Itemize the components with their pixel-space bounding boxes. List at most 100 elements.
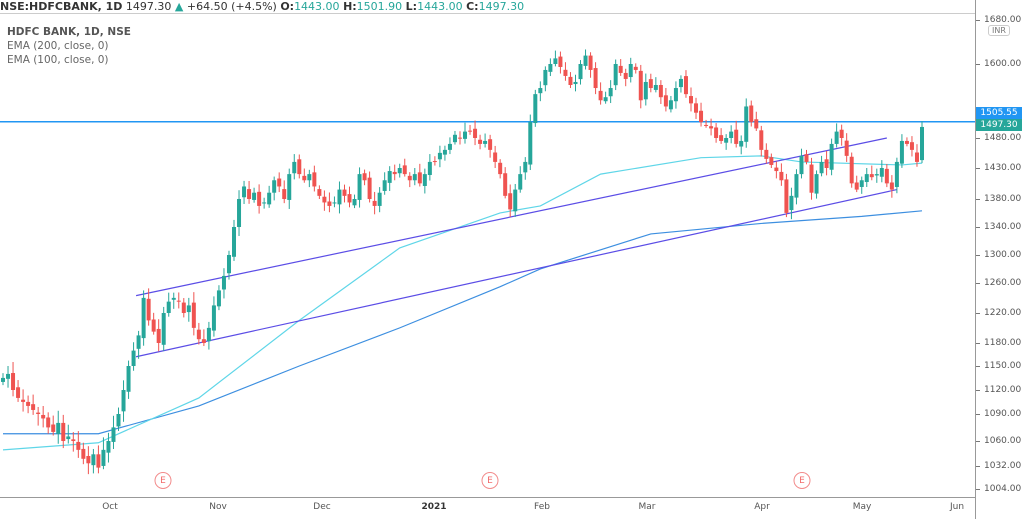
candle-body (121, 390, 126, 412)
y-tick-label: 1680.00 (984, 15, 1022, 25)
y-tick-mark (976, 489, 980, 490)
candle-body (26, 401, 31, 406)
candle-body (196, 329, 201, 340)
candle-body (126, 366, 131, 392)
y-tick-label: 1340.00 (984, 222, 1022, 232)
candle-body (493, 152, 498, 162)
legend-ema-100[interactable]: EMA (100, close, 0) (7, 54, 109, 66)
y-tick-label: 1060.00 (984, 436, 1022, 446)
candle-body (608, 88, 613, 97)
candle-body (548, 64, 553, 72)
candle-body (257, 191, 262, 206)
candle-body (317, 189, 322, 196)
candle-body (151, 319, 156, 332)
candle-body (653, 84, 658, 90)
candle-body (754, 119, 759, 129)
x-tick-label: Nov (209, 502, 227, 512)
candle-body (553, 58, 558, 64)
candle-body (518, 174, 523, 190)
candle-body (56, 422, 61, 434)
candle-body (252, 192, 257, 200)
candle-body (694, 103, 699, 113)
candle-body (473, 128, 478, 138)
candle-body (382, 180, 387, 191)
candle-body (779, 171, 784, 181)
legend-title[interactable]: HDFC BANK, 1D, NSE (7, 26, 131, 38)
candle-body (543, 69, 548, 86)
candle-body (683, 76, 688, 95)
candle-body (839, 129, 844, 138)
x-tick-label: Apr (754, 502, 770, 512)
candle-body (834, 131, 839, 144)
candle-body (920, 126, 924, 161)
candle-body (628, 64, 633, 78)
ema-200-line (3, 210, 923, 435)
y-tick-label: 1150.00 (984, 361, 1022, 371)
candle-body (909, 142, 914, 150)
candle-body (427, 161, 432, 175)
symbol-label: NSE:HDFCBANK, 1D (0, 0, 123, 13)
candle-body (874, 174, 879, 176)
candle-body (904, 140, 909, 144)
candle-body (362, 173, 367, 181)
candle-body (583, 55, 588, 66)
candle-body (688, 96, 693, 104)
candle-body (759, 130, 764, 150)
candle-body (11, 373, 16, 390)
candle-body (894, 161, 899, 187)
candle-body (714, 127, 719, 138)
candle-body (457, 137, 462, 139)
candle-body (678, 78, 683, 88)
candle-body (372, 200, 377, 206)
candle-body (81, 448, 86, 459)
candle-body (101, 449, 106, 466)
y-tick-label: 1220.00 (984, 308, 1022, 318)
candle-body (819, 161, 824, 174)
candle-body (673, 88, 678, 102)
y-tick-mark (976, 343, 980, 344)
candle-body (327, 201, 332, 206)
x-tick-label: May (852, 502, 872, 512)
candle-body (237, 199, 242, 227)
last-price-label: 1497.30 (976, 119, 1022, 131)
candle-body (859, 180, 864, 187)
candle-body (508, 193, 513, 210)
candle-body (488, 139, 493, 150)
candle-body (789, 195, 794, 211)
candle-body (347, 194, 352, 203)
ema-100-line (2, 155, 923, 451)
legend-ema-200[interactable]: EMA (200, close, 0) (7, 40, 109, 52)
chart-legend: HDFC BANK, 1D, NSE EMA (200, close, 0) E… (7, 25, 131, 67)
candle-body (357, 174, 362, 200)
high-label: H: (343, 0, 357, 13)
candle-body (442, 149, 447, 155)
candle-body (513, 189, 518, 212)
candle-body (417, 172, 422, 184)
candle-body (106, 441, 111, 453)
candle-body (402, 165, 407, 175)
chart-pane[interactable] (0, 13, 975, 498)
candle-body (141, 297, 146, 339)
candle-body (21, 399, 26, 402)
earnings-marker[interactable]: E (793, 472, 811, 489)
candle-body (668, 100, 673, 110)
y-tick-label: 1032.00 (984, 461, 1022, 471)
candle-body (749, 105, 754, 123)
candle-body (899, 140, 904, 164)
candle-body (352, 199, 357, 206)
candle-body (216, 290, 221, 307)
candle-body (734, 129, 739, 144)
candle-body (814, 174, 819, 194)
candle-body (412, 174, 417, 181)
currency-label[interactable]: INR (988, 25, 1010, 36)
candle-body (111, 427, 116, 442)
candle-body (322, 196, 327, 203)
y-tick-mark (976, 20, 980, 21)
candle-body (176, 300, 181, 302)
candle-body (422, 174, 427, 186)
earnings-marker[interactable]: E (481, 472, 499, 489)
open-value: 1443.00 (294, 0, 340, 13)
candle-body (804, 154, 809, 162)
earnings-marker[interactable]: E (154, 472, 172, 489)
candle-body (468, 130, 473, 132)
